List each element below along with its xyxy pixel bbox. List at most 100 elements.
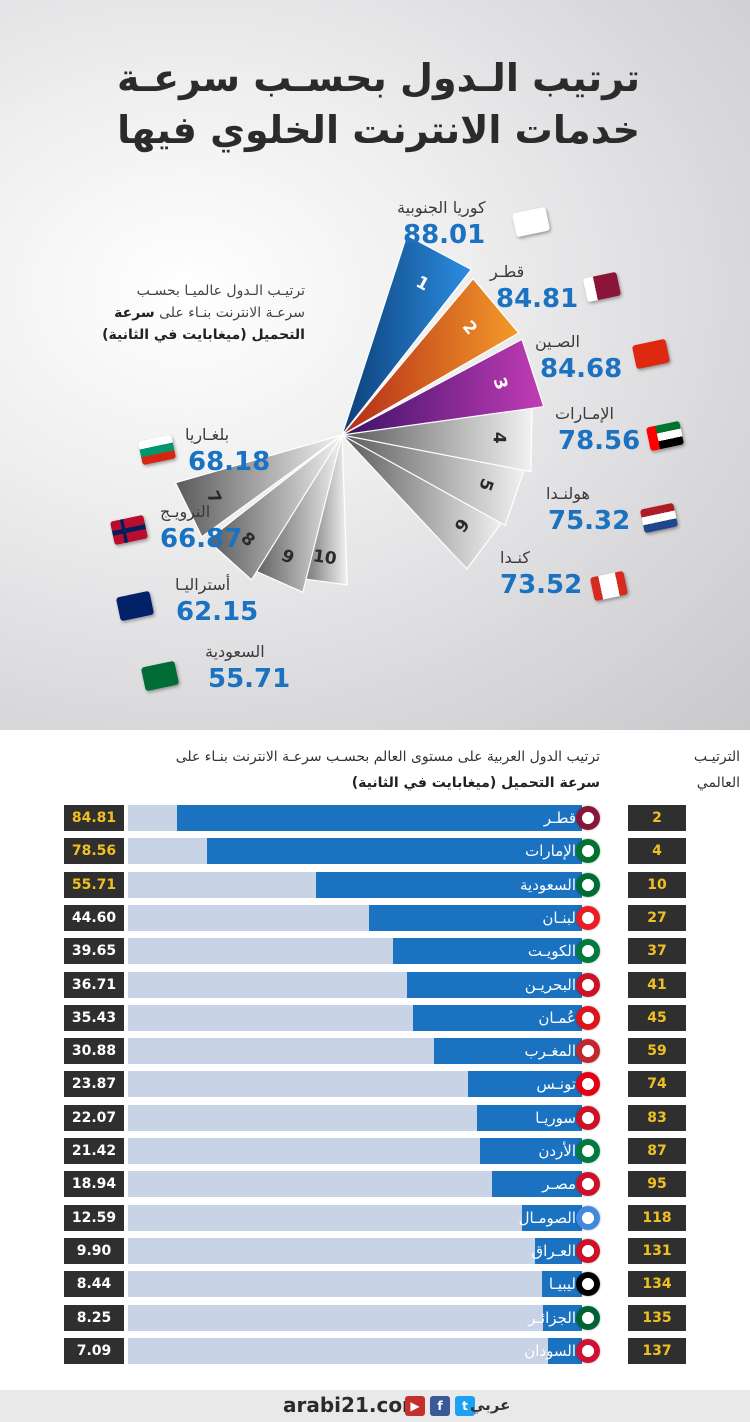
row-value: 78.56 [64, 838, 124, 865]
table-row: 21.42 الأردن 87 [64, 1138, 686, 1164]
row-bar-track: السعودية [128, 871, 582, 898]
flag-icon [576, 1305, 600, 1330]
fan-rank-3: 3 [489, 375, 512, 392]
row-rank: 37 [628, 938, 686, 965]
flag-icon [576, 806, 600, 830]
table-row: 8.44 ليبيـا 134 [64, 1271, 686, 1298]
table-row: 44.60 لبنـان 27 [64, 904, 686, 931]
row-country-name: تونـس [536, 1075, 576, 1094]
row-value: 36.71 [64, 971, 124, 998]
flag-icon [576, 1272, 600, 1297]
flag-icon [576, 1039, 600, 1064]
row-country-name: عُمـان [538, 1008, 576, 1027]
row-value: 12.59 [64, 1204, 124, 1231]
row-value: 55.71 [64, 871, 124, 898]
row-bar: الأردن [479, 1138, 582, 1164]
fan-blade-2 [341, 277, 520, 436]
row-rank: 118 [628, 1204, 686, 1231]
row-country-name: العـراق [531, 1241, 576, 1260]
arab-ranking-panel: ترتيب الدول العربية على مستوى العالم بحس… [0, 730, 750, 1390]
row-bar: عُمـان [412, 1004, 582, 1031]
description-bold-1: سرعة [114, 305, 155, 321]
youtube-icon[interactable]: ▶ [405, 1396, 425, 1416]
row-bar-track: قطـر [128, 805, 582, 831]
row-rank: 41 [628, 971, 686, 998]
flag-icon [576, 939, 600, 964]
row-value: 9.90 [64, 1237, 124, 1264]
row-country-name: لبنـان [542, 908, 576, 927]
description-line3: التحميل (ميغابايت في الثانية) [75, 324, 305, 346]
fan-value-label-3: 84.68 [540, 354, 623, 384]
row-bar-track: الصومـال [128, 1204, 582, 1231]
fan-rank-4: 4 [489, 432, 509, 444]
twitter-icon[interactable]: t [455, 1396, 475, 1416]
facebook-icon[interactable]: f [430, 1396, 450, 1416]
table-row: 84.81 قطـر 2 [64, 805, 686, 831]
description-text: سرعـة الانترنت بنـاء على [159, 305, 305, 321]
row-value: 30.88 [64, 1038, 124, 1065]
row-country-name: الإمارات [525, 842, 576, 861]
chart-description: ترتيـب الـدول عالميـا بحسـب سرعـة الانتر… [75, 280, 305, 346]
row-bar-track: الإمارات [128, 838, 582, 865]
row-value: 35.43 [64, 1004, 124, 1031]
fan-rank-10: 10 [312, 546, 338, 569]
flag-icon [576, 839, 600, 864]
row-country-name: ليبيـا [548, 1275, 576, 1294]
fan-country-label-7: بلغـاريا [185, 425, 230, 444]
row-bar-track: لبنـان [128, 904, 582, 931]
fan-blade-7 [174, 434, 343, 538]
fan-value-label-6: 73.52 [500, 570, 583, 600]
page-title-line1: ترتيب الـدول بحسـب سرعـة [117, 56, 640, 100]
row-country-name: قطـر [543, 809, 576, 827]
subtitle-line1: ترتيب الدول العربية على مستوى العالم بحس… [175, 749, 600, 765]
flag-icon [576, 1139, 600, 1163]
fan-value-label-8: 66.87 [160, 524, 243, 554]
row-bar: قطـر [176, 805, 582, 831]
row-bar-track: العـراق [128, 1237, 582, 1264]
row-country-name: البحريـن [524, 975, 576, 994]
fan-country-label-8: النرويـج [160, 502, 211, 521]
fan-country-label-10: السعودية [205, 642, 265, 661]
site-url[interactable]: arabi21.com [283, 1393, 423, 1417]
flag-icon [576, 1072, 600, 1097]
row-bar: العـراق [531, 1237, 582, 1264]
row-bar: سوريـا [476, 1104, 582, 1131]
fan-value-label-5: 75.32 [548, 506, 631, 536]
table-row: 12.59 الصومـال 118 [64, 1204, 686, 1231]
flag-icon [576, 1105, 600, 1130]
row-rank: 131 [628, 1237, 686, 1264]
brand-logo: عربي [470, 1396, 511, 1414]
row-bar-track: السودان [128, 1337, 582, 1364]
table-row: 18.94 مصـر 95 [64, 1171, 686, 1198]
table-row: 55.71 السعودية 10 [64, 871, 686, 898]
row-bar: مصـر [491, 1171, 582, 1198]
row-bar: السعودية [315, 871, 582, 898]
fan-country-label-4: الإمـارات [555, 404, 614, 423]
row-rank: 74 [628, 1071, 686, 1098]
row-bar-track: الجزائـر [128, 1304, 582, 1331]
top-panel: 10 9 8 7 6 5 4 3 2 1 ترتيب الـدول بحسـب سرعـة خدم… [0, 0, 750, 730]
row-bar-track: البحريـن [128, 971, 582, 998]
row-value: 8.44 [64, 1271, 124, 1298]
description-line1: ترتيـب الـدول عالميـا بحسـب [136, 283, 305, 299]
row-rank: 83 [628, 1104, 686, 1131]
description-bold-2: التحميل (ميغابايت في الثانية) [102, 327, 305, 343]
row-bar-track: المغـرب [128, 1038, 582, 1065]
fan-country-label-6: كنـدا [500, 548, 530, 567]
flag-icon [576, 872, 600, 897]
row-rank: 4 [628, 838, 686, 865]
row-rank: 95 [628, 1171, 686, 1198]
row-value: 22.07 [64, 1104, 124, 1131]
fan-country-label-1: كوريا الجنوبية [397, 198, 486, 217]
row-bar: المغـرب [434, 1038, 582, 1065]
row-country-name: السودان [524, 1341, 576, 1360]
footer: arabi21.com ▶ f t عربي [0, 1390, 750, 1422]
row-rank: 135 [628, 1304, 686, 1331]
fan-blade-8 [206, 434, 343, 581]
fan-value-label-10: 55.71 [208, 664, 291, 694]
row-value: 84.81 [64, 805, 124, 831]
flag-icon [576, 905, 600, 930]
table-row: 30.88 المغـرب 59 [64, 1038, 686, 1065]
row-country-name: المغـرب [524, 1042, 576, 1061]
row-bar: لبنـان [368, 904, 582, 931]
